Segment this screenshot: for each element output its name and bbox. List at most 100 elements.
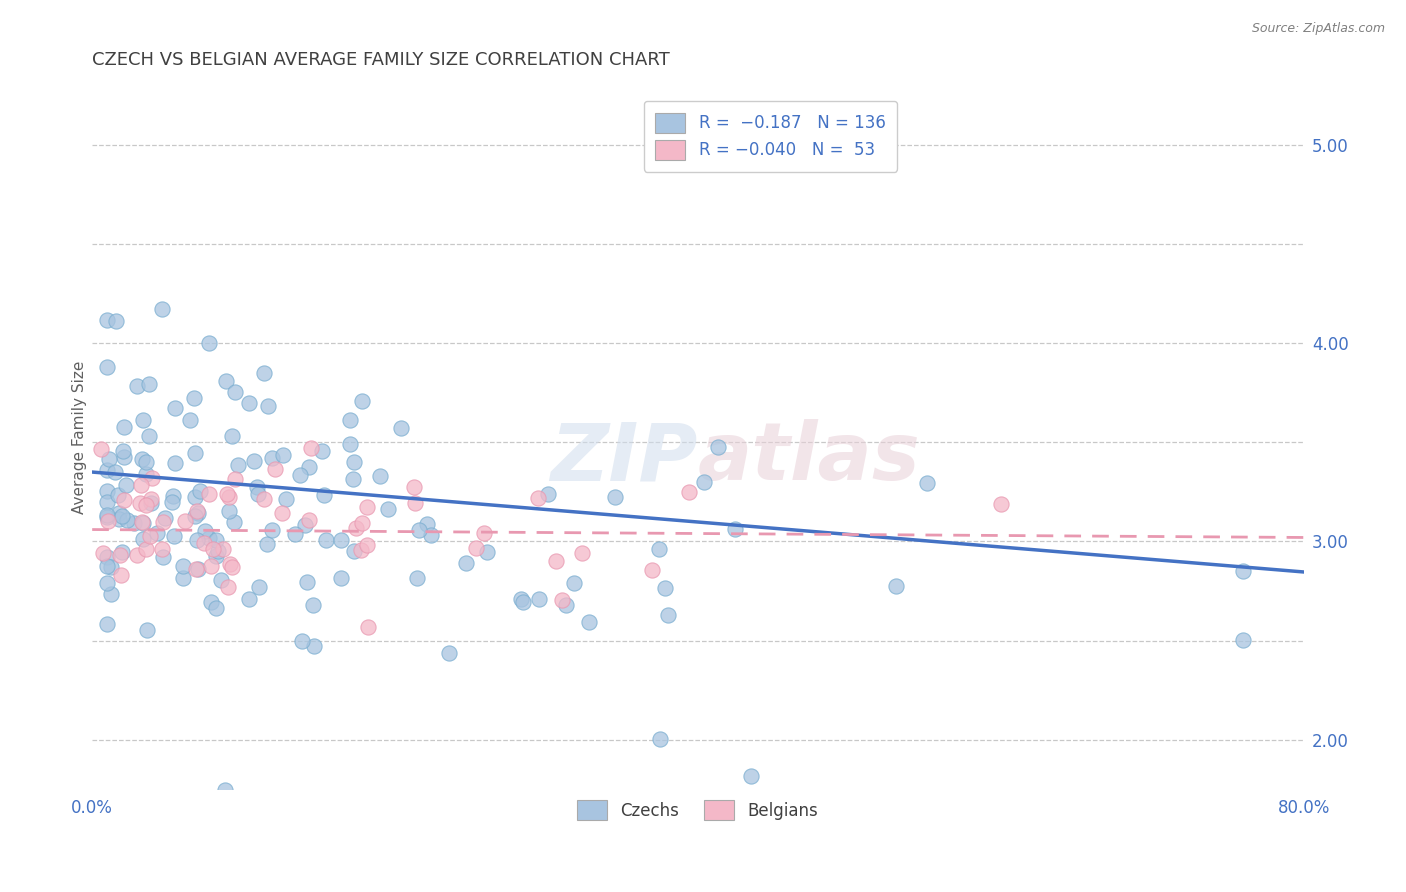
Point (112, 492, 135, 507)
Point (294, 517, 316, 532)
Point (723, 523, 745, 537)
Point (437, 646, 460, 660)
Point (97, 514, 120, 528)
Point (350, 516, 373, 531)
Point (132, 413, 155, 427)
Point (554, 599, 576, 613)
Point (165, 401, 187, 416)
Point (132, 516, 155, 530)
Point (377, 502, 399, 516)
Point (657, 607, 679, 622)
Point (114, 450, 136, 465)
Point (357, 620, 380, 634)
Point (295, 574, 318, 589)
Point (264, 462, 287, 476)
Point (91, 546, 114, 560)
Point (274, 492, 297, 507)
Point (273, 448, 295, 462)
Point (350, 543, 373, 558)
Point (368, 468, 391, 483)
Point (135, 467, 157, 481)
Point (344, 521, 367, 535)
Text: CZECH VS BELGIAN AVERAGE FAMILY SIZE CORRELATION CHART: CZECH VS BELGIAN AVERAGE FAMILY SIZE COR… (93, 51, 669, 69)
Legend: Czechs, Belgians: Czechs, Belgians (564, 787, 832, 834)
Point (194, 524, 217, 538)
Point (131, 516, 153, 530)
Point (139, 496, 162, 510)
Point (211, 573, 233, 587)
Point (330, 533, 353, 547)
Point (96, 549, 118, 564)
Point (127, 548, 149, 562)
Point (243, 454, 266, 468)
Point (96, 509, 118, 524)
Point (184, 446, 207, 460)
Point (107, 512, 129, 526)
Point (339, 436, 361, 450)
Point (706, 440, 728, 454)
Point (138, 376, 160, 391)
Point (648, 732, 671, 747)
Point (288, 468, 311, 483)
Point (155, 510, 177, 524)
Point (299, 441, 322, 455)
Point (104, 314, 127, 328)
Point (271, 506, 294, 520)
Point (201, 542, 224, 557)
Point (184, 490, 207, 504)
Point (111, 545, 134, 559)
Point (253, 492, 276, 507)
Point (221, 560, 243, 574)
Point (197, 487, 219, 501)
Point (339, 413, 361, 427)
Point (98, 452, 121, 467)
Point (678, 485, 700, 500)
Point (115, 513, 138, 527)
Point (108, 506, 131, 520)
Point (218, 490, 240, 504)
Text: Source: ZipAtlas.com: Source: ZipAtlas.com (1251, 22, 1385, 36)
Point (297, 513, 319, 527)
Point (150, 301, 173, 316)
Point (96, 495, 118, 509)
Point (197, 336, 219, 351)
Point (527, 591, 550, 606)
Point (141, 471, 163, 485)
Point (215, 374, 238, 388)
Point (200, 595, 222, 609)
Point (129, 478, 152, 492)
Point (475, 545, 498, 559)
Point (96, 575, 118, 590)
Point (172, 559, 194, 574)
Point (198, 531, 221, 545)
Point (96, 359, 118, 374)
Point (100, 587, 122, 601)
Text: atlas: atlas (697, 419, 921, 498)
Point (96, 617, 118, 632)
Point (402, 480, 425, 494)
Point (404, 496, 426, 510)
Point (256, 537, 278, 551)
Point (551, 593, 574, 607)
Point (330, 571, 353, 585)
Point (107, 487, 129, 501)
Point (315, 533, 337, 547)
Point (131, 452, 153, 467)
Point (104, 465, 127, 479)
Point (262, 450, 284, 465)
Point (238, 592, 260, 607)
Point (224, 385, 246, 400)
Point (654, 582, 676, 596)
Point (163, 457, 186, 471)
Point (138, 429, 160, 443)
Point (578, 615, 600, 629)
Point (246, 487, 269, 501)
Point (302, 639, 325, 653)
Point (416, 516, 439, 531)
Point (96, 463, 118, 477)
Point (352, 393, 374, 408)
Point (740, 769, 762, 783)
Point (915, 475, 938, 490)
Point (183, 391, 205, 405)
Point (135, 541, 157, 556)
